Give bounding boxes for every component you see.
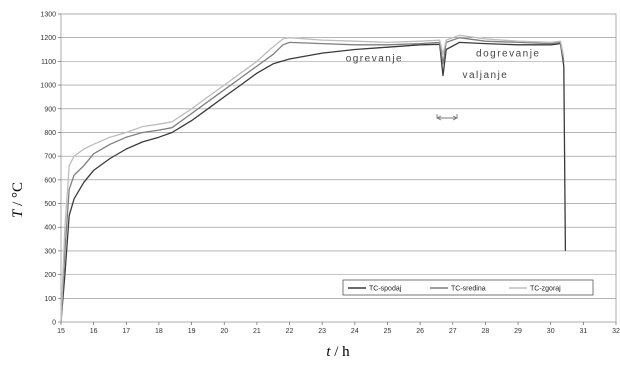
y-tick-label: 400 xyxy=(44,225,56,232)
y-tick-label: 600 xyxy=(44,177,56,184)
annotation-dogrevanje: dogrevanje xyxy=(476,49,540,60)
grid-lines xyxy=(61,37,616,299)
x-tick-label: 25 xyxy=(384,328,392,335)
y-tick-label: 900 xyxy=(44,106,56,113)
series-line-tc-sredina xyxy=(60,37,565,323)
x-tick-label: 17 xyxy=(122,328,130,335)
series-lines xyxy=(60,34,567,323)
y-tick-label: 700 xyxy=(44,154,56,161)
y-tick-label: 1300 xyxy=(40,12,56,19)
x-tick-label: 32 xyxy=(612,328,620,335)
annotation-valjanje: valjanje xyxy=(462,70,508,81)
x-tick-label: 29 xyxy=(514,328,522,335)
y-tick-label: 500 xyxy=(44,201,56,208)
y-tick-label: 300 xyxy=(44,248,56,255)
series-line-tc-spodaj xyxy=(60,41,567,323)
legend-label: TC-spodaj xyxy=(369,286,402,293)
x-tick-label: 19 xyxy=(188,328,196,335)
x-tick-label: 16 xyxy=(90,328,98,335)
x-tick-label: 15 xyxy=(57,328,65,335)
x-tick-label: 30 xyxy=(547,328,555,335)
legend-box xyxy=(342,279,594,296)
rolling-interval-marker xyxy=(436,114,458,121)
x-tick-label: 18 xyxy=(155,328,163,335)
y-tick-label: 800 xyxy=(44,130,56,137)
legend-label: TC-sredina xyxy=(451,286,486,293)
x-tick-label: 26 xyxy=(416,328,424,335)
x-tick-label: 21 xyxy=(253,328,261,335)
y-axis-ticks: 0 100 200 300 400 500 600 700 800 900 1000 1100 1200… xyxy=(40,12,61,327)
y-tick-label: 1000 xyxy=(40,83,56,90)
annotations: ogrevanje valjanje dogrevanje xyxy=(346,49,540,81)
x-tick-label: 27 xyxy=(449,328,457,335)
x-axis-ticks: 15 16 17 18 19 20 21 22 23 24 25 26 27 28 29 30 31 32 xyxy=(57,322,620,335)
legend: TC-spodaj TC-sredina TC-zgoraj xyxy=(342,279,594,296)
x-axis-label: t / h xyxy=(326,344,350,360)
x-tick-label: 24 xyxy=(351,328,359,335)
legend-label: TC-zgoraj xyxy=(530,286,561,293)
y-tick-label: 1200 xyxy=(40,35,56,42)
plot-frame xyxy=(60,13,617,323)
x-tick-label: 20 xyxy=(220,328,228,335)
y-axis-label: T / °C xyxy=(10,182,26,218)
y-tick-label: 1100 xyxy=(41,59,56,66)
x-tick-label: 28 xyxy=(482,328,490,335)
y-tick-label: 100 xyxy=(44,296,56,303)
x-tick-label: 22 xyxy=(286,328,294,335)
annotation-ogrevanje: ogrevanje xyxy=(346,53,403,64)
x-tick-label: 23 xyxy=(318,328,326,335)
y-tick-label: 200 xyxy=(44,272,56,279)
x-tick-label: 31 xyxy=(579,328,587,335)
series-line-tc-zgoraj xyxy=(60,34,565,323)
y-tick-label: 0 xyxy=(52,320,56,327)
